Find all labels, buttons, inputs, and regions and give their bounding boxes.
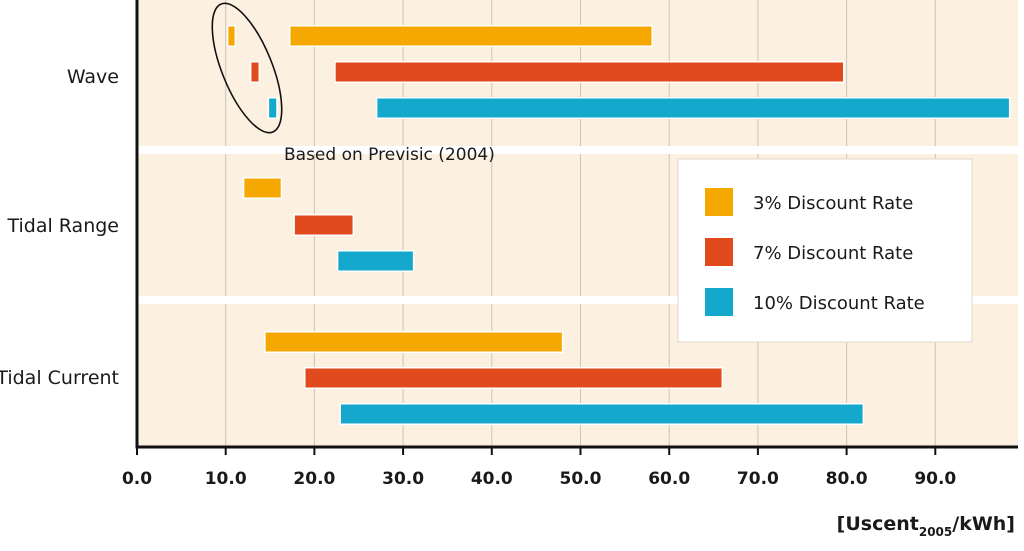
x-axis-unit-sub: 2005 [919,525,952,539]
x-tick-label: 10.0 [205,469,247,489]
category-label: Wave [67,66,119,88]
category-label: Tidal Current [0,367,119,389]
x-tick-label: 70.0 [737,469,779,489]
x-tick-labels: 0.0 10.0 20.0 30.0 40.0 50.0 60.0 70.0 80.0 90.0 [122,469,957,489]
x-axis-unit-tail: /kWh] [952,513,1015,535]
x-axis-unit-label: [Uscent2005/kWh] [837,513,1015,539]
category-label: Tidal Range [6,215,119,237]
legend: 3% Discount Rate 7% Discount Rate 10% Disc… [677,158,973,343]
legend-swatch [705,288,733,316]
range-bar [288,25,653,47]
legend-swatch [705,188,733,216]
range-bar [336,250,415,272]
range-bar [264,331,564,353]
legend-label: 3% Discount Rate [753,193,913,214]
annotation-previsic: Based on Previsic (2004) [284,145,495,165]
legend-label: 10% Discount Rate [753,293,925,314]
range-bar [242,177,283,199]
x-tick-label: 30.0 [382,469,424,489]
x-tick-label: 40.0 [471,469,513,489]
x-tick-label: 90.0 [914,469,956,489]
range-bar [304,367,724,389]
range-bar [293,214,355,236]
wave-highlight-ellipse [211,2,283,134]
axes [135,0,1018,455]
range-bar [267,97,278,119]
x-tick-label: 50.0 [560,469,602,489]
x-tick-label: 20.0 [293,469,335,489]
range-bar [226,25,237,47]
category-labels: Wave Tidal Range Tidal Current [0,66,119,389]
category-separator [131,146,1018,154]
x-tick-label: 0.0 [122,469,152,489]
x-tick-label: 60.0 [648,469,690,489]
x-tick-label: 80.0 [826,469,868,489]
category-separator [131,296,1018,304]
range-bar [339,403,865,425]
legend-swatch [705,238,733,266]
range-bar [249,61,261,83]
x-axis-unit-main: [Uscent [837,513,919,535]
range-bar [375,97,1011,119]
range-bars [226,25,1011,425]
range-bar [334,61,845,83]
category-separators [131,146,1018,304]
legend-label: 7% Discount Rate [753,243,913,264]
